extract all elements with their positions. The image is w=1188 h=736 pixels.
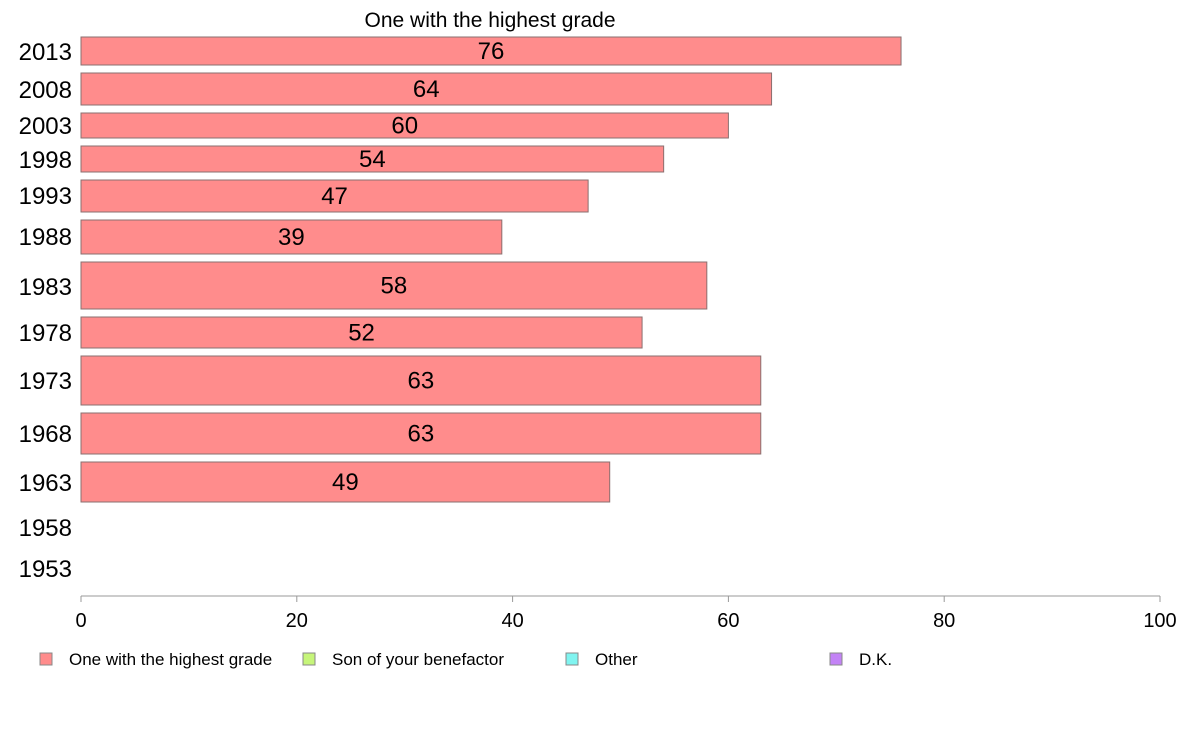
bar-value-label: 64: [413, 76, 440, 103]
bar-value-label: 58: [381, 273, 408, 300]
legend-label: Son of your benefactor: [332, 650, 504, 669]
bar: [80, 219, 503, 255]
y-category-label: 1958: [19, 515, 72, 542]
y-category-label: 2003: [19, 113, 72, 140]
y-category-label: 1978: [19, 320, 72, 347]
bar: [80, 72, 773, 106]
y-category-label: 1983: [19, 274, 72, 301]
bar: [80, 316, 643, 349]
chart-title: One with the highest grade: [365, 9, 616, 32]
bar: [80, 112, 729, 139]
x-tick-label: 100: [1143, 610, 1176, 632]
legend-label: One with the highest grade: [69, 650, 272, 669]
x-tick-label: 0: [75, 610, 86, 632]
legend-swatch: [39, 652, 53, 666]
bar-value-label: 76: [478, 38, 505, 65]
y-category-label: 1963: [19, 470, 72, 497]
bar: [80, 461, 611, 503]
bar: [80, 261, 708, 310]
y-category-label: 2013: [19, 39, 72, 66]
bar-value-label: 60: [391, 113, 418, 140]
bar-value-label: 54: [359, 146, 386, 173]
bar-value-label: 63: [408, 421, 435, 448]
legend: One with the highest grade Son of your be…: [39, 650, 892, 669]
bar-value-label: 63: [408, 368, 435, 395]
bar: [80, 355, 762, 406]
y-category-label: 1973: [19, 368, 72, 395]
y-axis-categories: 2013 2008 2003 1998 1993 1988 1983 1978 1973 1968…: [19, 39, 72, 583]
y-category-label: 1993: [19, 183, 72, 210]
bar-value-label: 47: [321, 183, 348, 210]
y-category-label: 1988: [19, 224, 72, 251]
x-tick-label: 80: [933, 610, 955, 632]
bar-value-label: 49: [332, 469, 359, 496]
y-category-label: 2008: [19, 77, 72, 104]
bar-value-label: 39: [278, 224, 305, 251]
bar: [80, 412, 762, 455]
y-category-label: 1998: [19, 147, 72, 174]
bar: [80, 36, 902, 66]
x-tick-label: 40: [501, 610, 523, 632]
bar: [80, 145, 665, 173]
x-axis: 0 20 40 60 80 100: [75, 595, 1177, 632]
legend-swatch: [565, 652, 579, 666]
legend-swatch: [829, 652, 843, 666]
legend-swatch: [302, 652, 316, 666]
x-tick-label: 20: [286, 610, 308, 632]
y-category-label: 1953: [19, 556, 72, 583]
bar-value-label: 52: [348, 320, 375, 347]
legend-label: D.K.: [859, 650, 892, 669]
y-category-label: 1968: [19, 421, 72, 448]
x-tick-label: 60: [717, 610, 739, 632]
bar: [80, 179, 589, 213]
legend-label: Other: [595, 650, 638, 669]
bars-layer: [80, 36, 902, 503]
